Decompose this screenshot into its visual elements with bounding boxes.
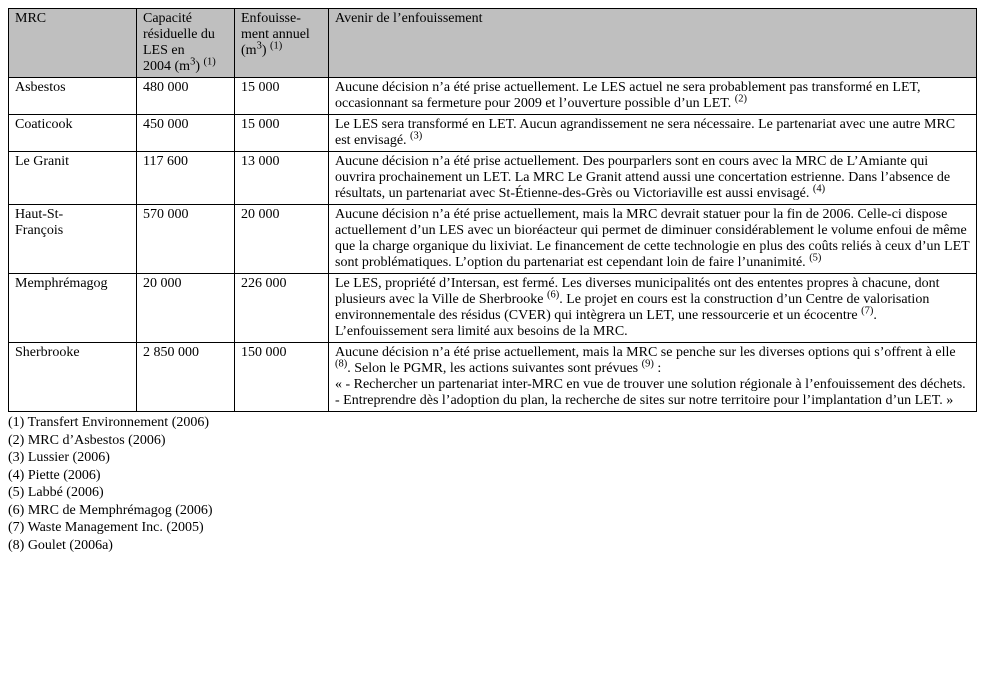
- cell-cap: 2 850 000: [137, 343, 235, 412]
- cell-mrc: Le Granit: [9, 152, 137, 205]
- footnote: (3) Lussier (2006): [8, 449, 976, 467]
- cap-l2: résiduelle du: [143, 27, 215, 42]
- cell-mrc: Coaticook: [9, 115, 137, 152]
- table-row: Sherbrooke 2 850 000 150 000 Aucune déci…: [9, 343, 977, 412]
- cell-enf: 15 000: [235, 115, 329, 152]
- avenir-note: (3): [410, 130, 422, 141]
- col-capacity: Capacité résiduelle du LES en 2004 (m3) …: [137, 9, 235, 78]
- footnote: (8) Goulet (2006a): [8, 537, 976, 555]
- cell-avenir: Le LES sera transformé en LET. Aucun agr…: [329, 115, 977, 152]
- avenir-note-2: (7): [861, 305, 873, 316]
- cell-mrc: Haut-St- François: [9, 205, 137, 274]
- footnote: (7) Waste Management Inc. (2005): [8, 519, 976, 537]
- cell-avenir: Aucune décision n’a été prise actuelleme…: [329, 152, 977, 205]
- col-enfouissement: Enfouisse- ment annuel (m3) (1): [235, 9, 329, 78]
- cap-note: (1): [203, 56, 215, 67]
- avenir-note: (2): [735, 93, 747, 104]
- avenir-text-d: « - Rechercher un partenariat inter-MRC …: [335, 377, 966, 392]
- footnotes: (1) Transfert Environnement (2006) (2) M…: [8, 414, 976, 554]
- col-mrc: MRC: [9, 9, 137, 78]
- mrc-l1: Haut-St-: [15, 207, 63, 222]
- table-row: Memphrémagog 20 000 226 000 Le LES, prop…: [9, 274, 977, 343]
- cell-enf: 15 000: [235, 78, 329, 115]
- footnote: (6) MRC de Memphrémagog (2006): [8, 502, 976, 520]
- table-row: Coaticook 450 000 15 000 Le LES sera tra…: [9, 115, 977, 152]
- col-avenir: Avenir de l’enfouissement: [329, 9, 977, 78]
- cell-cap: 480 000: [137, 78, 235, 115]
- footnote: (2) MRC d’Asbestos (2006): [8, 432, 976, 450]
- footnote: (5) Labbé (2006): [8, 484, 976, 502]
- avenir-note: (4): [813, 183, 825, 194]
- cell-avenir: Le LES, propriété d’Intersan, est fermé.…: [329, 274, 977, 343]
- cell-cap: 570 000: [137, 205, 235, 274]
- avenir-note-1: (6): [547, 289, 559, 300]
- footnote: (4) Piette (2006): [8, 467, 976, 485]
- cell-enf: 226 000: [235, 274, 329, 343]
- avenir-text-c: :: [654, 361, 661, 376]
- cell-enf: 13 000: [235, 152, 329, 205]
- cell-mrc: Sherbrooke: [9, 343, 137, 412]
- cell-cap: 450 000: [137, 115, 235, 152]
- cell-avenir: Aucune décision n’a été prise actuelleme…: [329, 343, 977, 412]
- avenir-note: (5): [809, 252, 821, 263]
- avenir-text-b: . Selon le PGMR, les actions suivantes s…: [347, 361, 641, 376]
- avenir-text: Aucune décision n’a été prise actuelleme…: [335, 80, 921, 111]
- cell-mrc: Memphrémagog: [9, 274, 137, 343]
- avenir-text-e: - Entreprendre dès l’adoption du plan, l…: [335, 393, 953, 408]
- table-row: Haut-St- François 570 000 20 000 Aucune …: [9, 205, 977, 274]
- avenir-text: Aucune décision n’a été prise actuelleme…: [335, 154, 950, 201]
- cell-avenir: Aucune décision n’a été prise actuelleme…: [329, 205, 977, 274]
- avenir-text: Aucune décision n’a été prise actuelleme…: [335, 207, 969, 270]
- cell-avenir: Aucune décision n’a été prise actuelleme…: [329, 78, 977, 115]
- cell-cap: 117 600: [137, 152, 235, 205]
- mrc-l2: François: [15, 223, 63, 238]
- avenir-note-2: (9): [642, 358, 654, 369]
- cap-l3: LES en: [143, 43, 185, 58]
- cell-enf: 150 000: [235, 343, 329, 412]
- enf-l3b: ): [262, 43, 270, 58]
- enf-l1: Enfouisse-: [241, 11, 301, 26]
- footnote: (1) Transfert Environnement (2006): [8, 414, 976, 432]
- enf-note: (1): [270, 40, 282, 51]
- cell-mrc: Asbestos: [9, 78, 137, 115]
- table-row: Le Granit 117 600 13 000 Aucune décision…: [9, 152, 977, 205]
- cell-cap: 20 000: [137, 274, 235, 343]
- cap-l1: Capacité: [143, 11, 192, 26]
- cell-enf: 20 000: [235, 205, 329, 274]
- avenir-note-1: (8): [335, 358, 347, 369]
- table-header-row: MRC Capacité résiduelle du LES en 2004 (…: [9, 9, 977, 78]
- table-row: Asbestos 480 000 15 000 Aucune décision …: [9, 78, 977, 115]
- avenir-text: Le LES sera transformé en LET. Aucun agr…: [335, 117, 955, 148]
- enf-l3a: (m: [241, 43, 257, 58]
- mrc-table: MRC Capacité résiduelle du LES en 2004 (…: [8, 8, 977, 412]
- cap-l4a: 2004 (m: [143, 59, 190, 74]
